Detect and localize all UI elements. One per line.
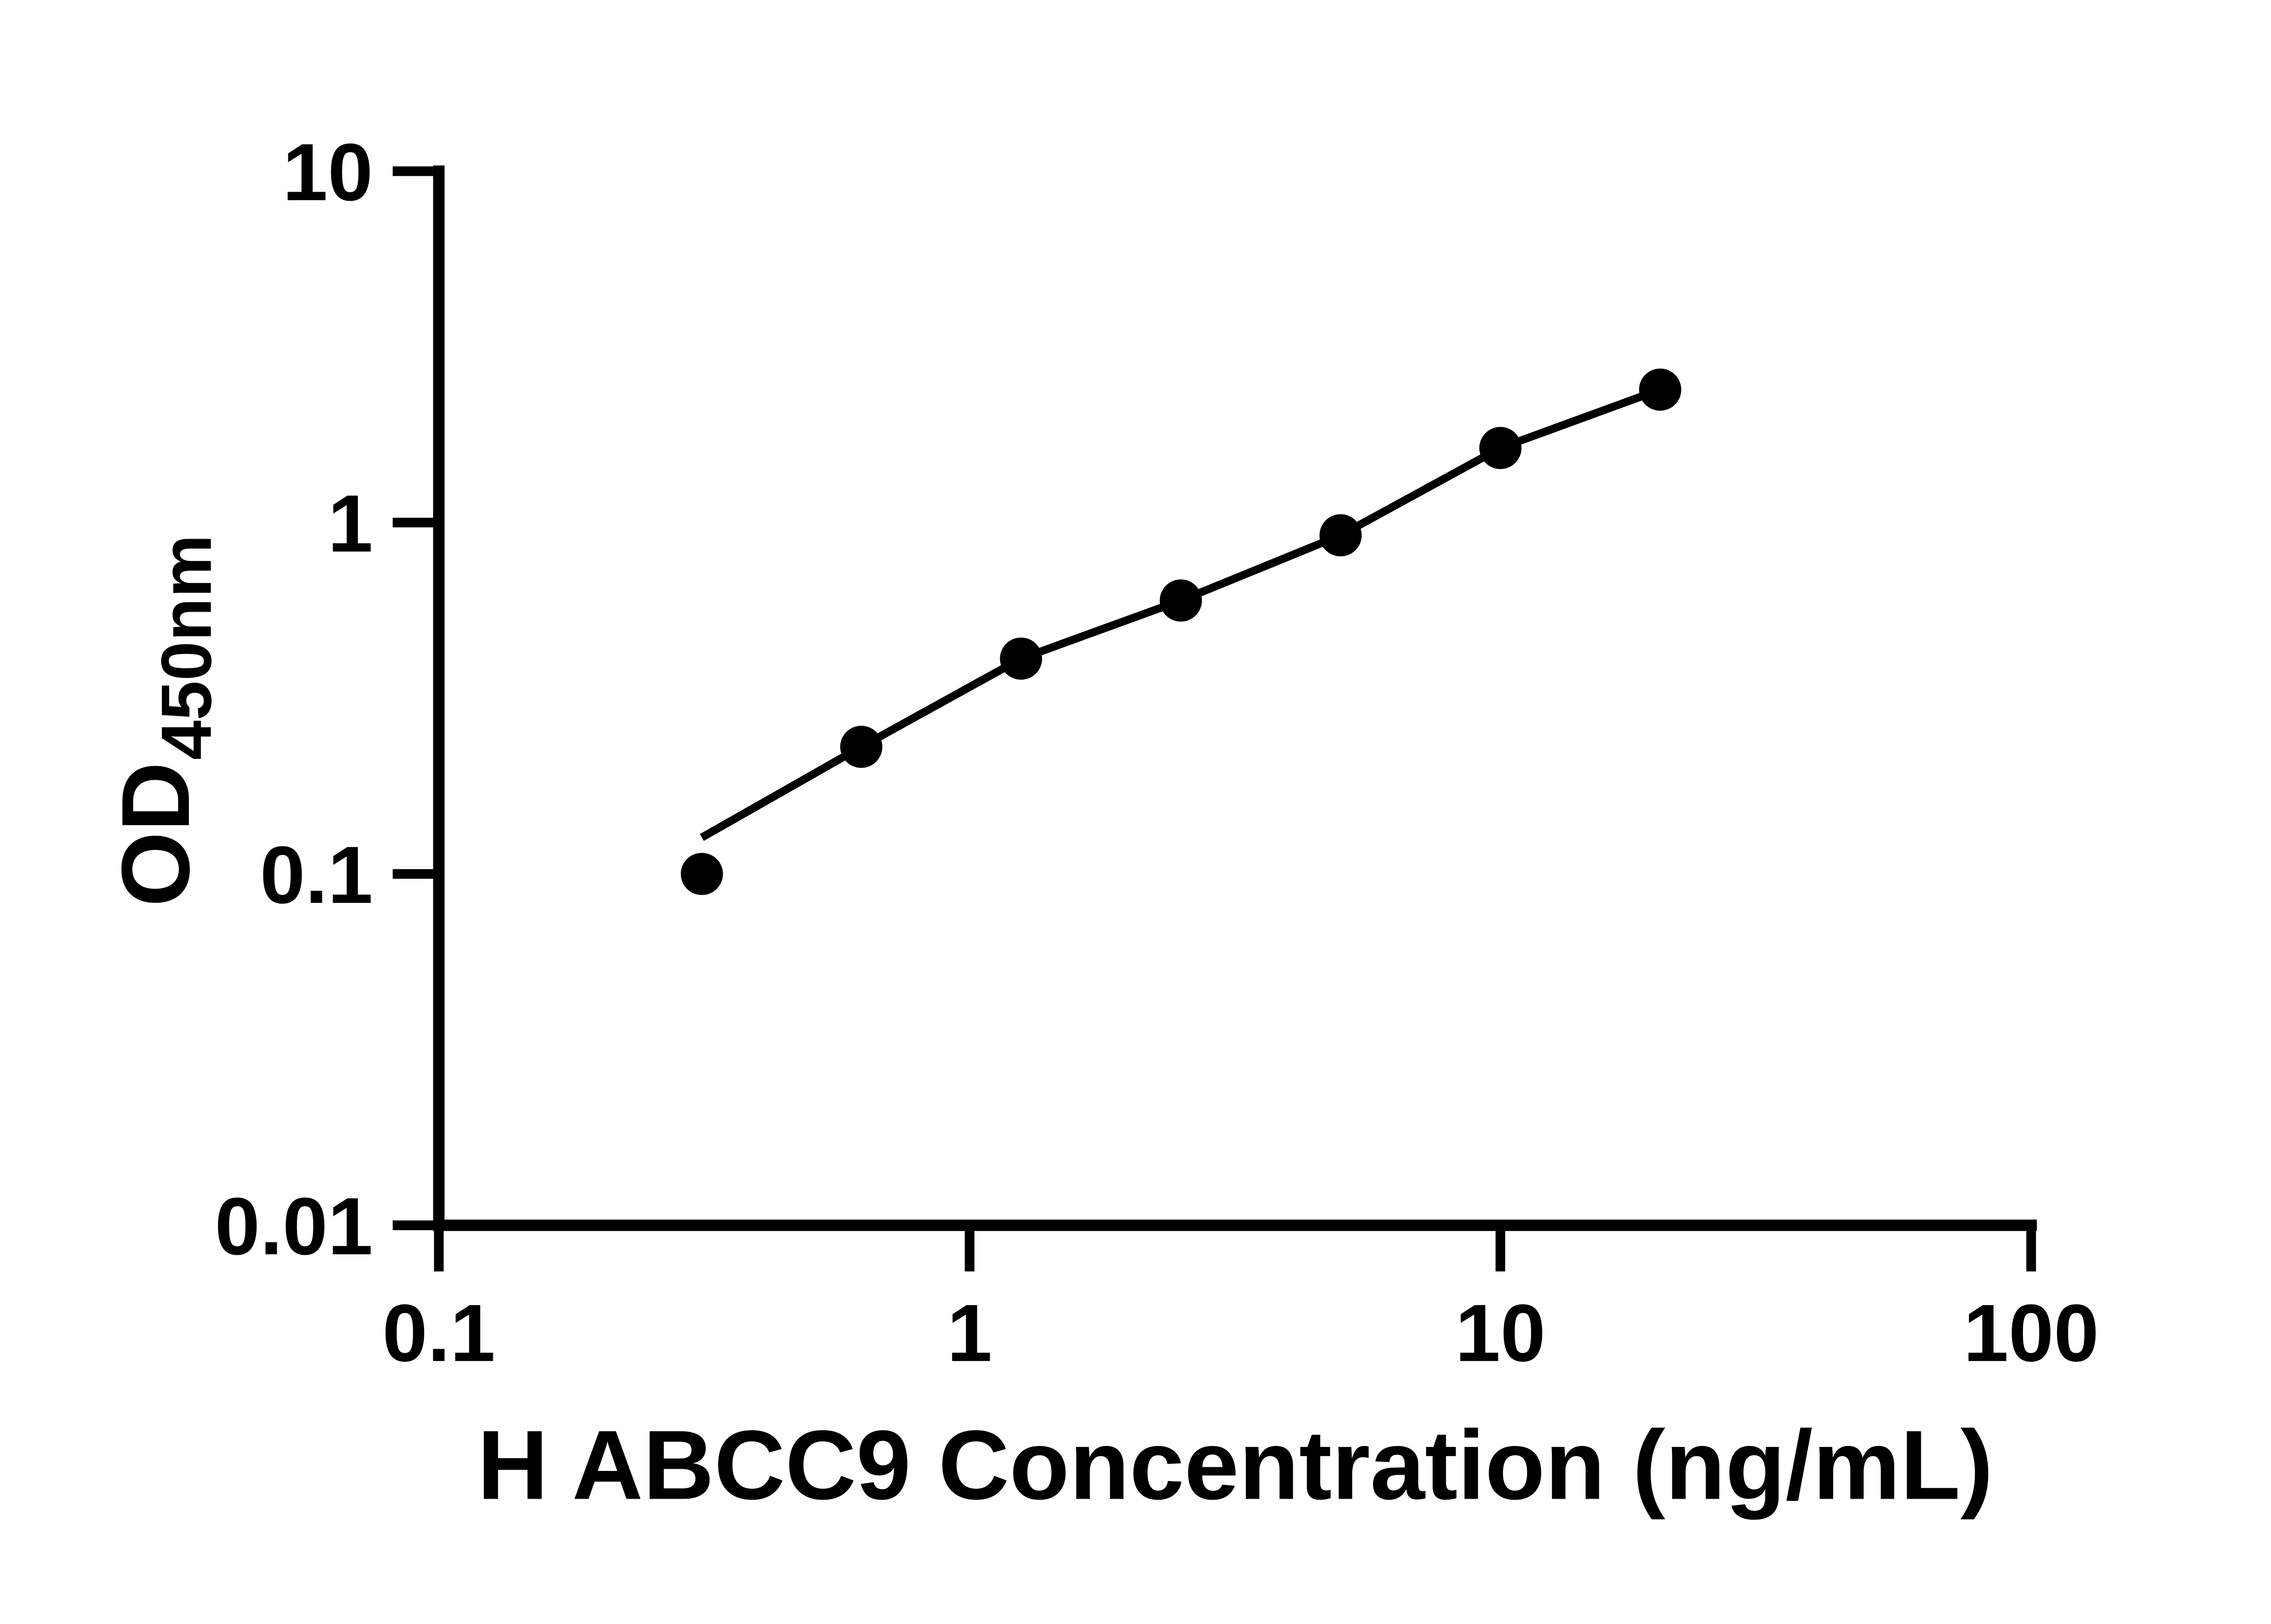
data-points-layer (680, 368, 1681, 895)
y-tick-label-1: 1 (328, 478, 373, 569)
y-tick-label-10: 10 (283, 127, 373, 218)
x-tick-label-0.1: 0.1 (382, 1287, 496, 1378)
y-axis-title-subscript: 450nm (147, 535, 226, 760)
x-tick-label-100: 100 (1964, 1287, 2099, 1378)
data-point-1 (680, 852, 723, 895)
data-point-3 (1000, 637, 1042, 680)
data-point-6 (1479, 427, 1522, 469)
y-tick-label-0.01: 0.01 (215, 1181, 373, 1272)
data-point-7 (1639, 368, 1681, 411)
x-tick-label-1: 1 (947, 1287, 992, 1378)
y-axis-title: OD 450nm (102, 535, 226, 907)
y-axis-title-main: OD (102, 762, 210, 907)
data-point-5 (1319, 514, 1362, 557)
data-point-2 (840, 726, 883, 768)
data-point-4 (1160, 579, 1202, 622)
x-axis-title: H ABCC9 Concentration (ng/mL) (477, 1410, 1993, 1520)
y-tick-label-0.1: 0.1 (260, 829, 373, 920)
x-tick-label-10: 10 (1455, 1287, 1546, 1378)
